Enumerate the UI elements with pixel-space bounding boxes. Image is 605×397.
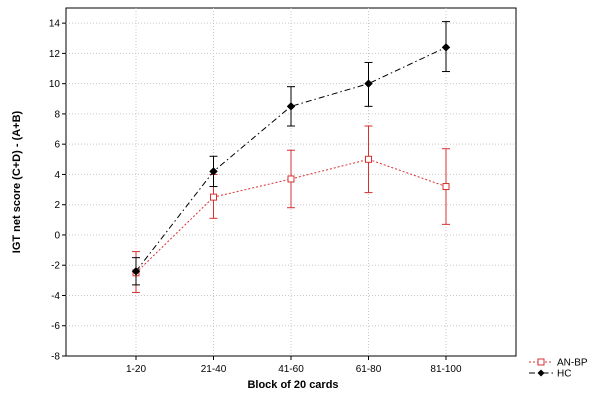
x-tick-label: 1-20: [126, 364, 146, 375]
y-tick-label: 8: [54, 109, 60, 120]
legend-label: AN-BP: [557, 358, 588, 369]
series-layer: [131, 21, 451, 293]
y-tick-label: 12: [49, 49, 61, 60]
legend-item: AN-BP: [529, 358, 588, 369]
y-tick-label: -2: [51, 261, 60, 272]
y-axis: -8 -6 -4 -2 0 2 4 6 8 10 12 14: [49, 19, 66, 363]
data-point: [287, 175, 295, 183]
y-tick-label: 6: [54, 140, 60, 151]
data-point: [210, 193, 217, 201]
x-tick-label: 21-40: [201, 364, 227, 375]
legend-label: HC: [557, 369, 571, 380]
y-tick-label: 14: [49, 19, 61, 30]
data-point: [131, 267, 141, 276]
legend-marker: [537, 369, 545, 377]
x-axis-label: Block of 20 cards: [247, 379, 338, 391]
y-axis-label: IGT net score (C+D) - (A+B): [11, 110, 23, 253]
y-tick-label: -6: [51, 321, 60, 332]
legend-item: HC: [529, 369, 571, 380]
data-point: [209, 167, 218, 176]
x-tick-label: 41-60: [278, 364, 304, 375]
data-point: [364, 79, 373, 88]
data-point: [441, 43, 451, 52]
y-tick-label: 2: [54, 200, 60, 211]
x-axis: 1-20 21-40 41-60 61-80 81-100: [126, 356, 462, 375]
data-point: [442, 183, 450, 191]
x-tick-label: 61-80: [356, 364, 382, 375]
y-tick-label: -4: [51, 291, 60, 302]
series-line: [135, 158, 447, 274]
series-line: [135, 46, 447, 272]
x-tick-label: 81-100: [430, 364, 462, 375]
series-hc: [131, 21, 451, 286]
data-point: [365, 155, 372, 163]
y-tick-label: 0: [54, 230, 60, 241]
y-tick-label: 10: [49, 79, 61, 90]
data-point: [286, 102, 296, 111]
y-tick-label: 4: [54, 170, 60, 181]
legend-marker: [537, 358, 545, 366]
y-tick-label: -8: [51, 352, 60, 363]
